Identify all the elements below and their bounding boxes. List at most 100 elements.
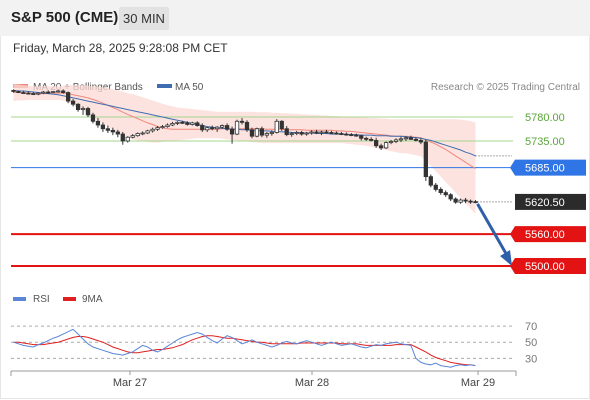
candle [453, 197, 458, 204]
candle [304, 131, 309, 136]
rsi-legend-swatch [13, 297, 26, 301]
candle [85, 106, 91, 118]
candle-body [135, 133, 140, 137]
candle [220, 124, 225, 129]
candle [175, 121, 180, 126]
candle-body [110, 129, 115, 133]
candle [51, 90, 56, 94]
candle [185, 121, 190, 126]
candle [319, 130, 324, 136]
candle [249, 127, 255, 139]
price-layer: 5780.00 5735.00 5685.00 5620.50 5560.00 5500.… [11, 84, 586, 275]
candle-body [428, 176, 433, 186]
candle [200, 123, 205, 132]
candle [135, 132, 140, 137]
level-tag-5685.00 [510, 159, 586, 176]
candle-body [80, 108, 86, 110]
candle-body [239, 120, 245, 123]
candle-body [418, 140, 424, 143]
candle-body [438, 189, 443, 193]
candle [413, 137, 419, 142]
candle-body [210, 127, 215, 130]
candle-body [463, 199, 468, 202]
candle [294, 130, 299, 136]
candle-body [383, 142, 389, 149]
candle-body [249, 129, 255, 137]
candle-body [11, 90, 16, 92]
candle [125, 136, 130, 143]
candle [448, 193, 453, 202]
candle [289, 131, 294, 137]
rsi-ma-legend-label: 9MA [82, 294, 103, 305]
candle-body [334, 132, 339, 135]
candle-body [85, 108, 91, 116]
rsi-line [13, 328, 476, 368]
candle-body [234, 120, 240, 135]
candle [46, 90, 51, 94]
candle-body [160, 126, 165, 129]
time-axis-label: Mar 29 [461, 377, 495, 389]
candle [383, 141, 389, 149]
candle [205, 126, 210, 132]
candle-body [403, 137, 409, 140]
candle [408, 135, 414, 140]
candle-body [453, 198, 458, 203]
candle [418, 138, 424, 145]
candle [80, 106, 86, 115]
candle [369, 137, 374, 142]
candle [264, 131, 269, 138]
candle-body [329, 132, 334, 134]
candle-body [200, 125, 205, 131]
candle [374, 137, 379, 148]
candle [458, 198, 463, 204]
candle [21, 90, 26, 94]
candle [215, 126, 220, 132]
candle-body [195, 122, 200, 126]
level-label-5685.00: 5685.00 [525, 163, 565, 175]
rsi-level-label-30: 30 [525, 353, 537, 365]
candle [120, 131, 125, 145]
candle [388, 139, 394, 145]
candle [115, 129, 120, 138]
candle-body [56, 90, 61, 93]
time-axis-label: Mar 28 [295, 377, 329, 389]
candle [254, 127, 260, 138]
candle [274, 119, 279, 134]
candle [195, 121, 200, 127]
rsi-layer: 70 50 30 [11, 321, 537, 368]
candle [463, 197, 468, 204]
candle [234, 119, 240, 136]
candle-body [125, 136, 130, 142]
candle-body [294, 132, 299, 134]
candle [140, 131, 145, 136]
candle [75, 103, 81, 112]
timestamp: Friday, March 28, 2025 9:28:08 PM CET [13, 41, 228, 55]
ma50-legend-swatch [157, 84, 172, 88]
candle-body [190, 122, 195, 125]
candle-body [458, 199, 463, 203]
candle [324, 129, 329, 134]
candle-body [274, 120, 279, 133]
candle-body [259, 128, 265, 136]
projection-arrow-head [500, 250, 512, 267]
level-label-5560.00: 5560.00 [525, 229, 565, 241]
candle-body [130, 135, 135, 138]
ma50-line [13, 89, 476, 157]
candle [56, 89, 61, 93]
candle-body [215, 126, 220, 130]
timeframe-badge[interactable]: 30 MIN [119, 7, 169, 30]
candle-body [65, 92, 71, 102]
candle-body [433, 184, 438, 190]
candle-body [26, 92, 31, 95]
candle-body [115, 131, 120, 135]
level-label-5735.00: 5735.00 [525, 136, 565, 148]
projection-arrow-shaft [476, 203, 510, 258]
candle-body [175, 121, 180, 124]
header-bar [0, 0, 590, 36]
candle-body [309, 131, 314, 134]
candle-body [324, 131, 329, 134]
candle-body [374, 140, 379, 147]
candle-body [289, 133, 294, 135]
rsi-ma-legend-swatch [63, 297, 76, 301]
candle-body [61, 90, 66, 93]
